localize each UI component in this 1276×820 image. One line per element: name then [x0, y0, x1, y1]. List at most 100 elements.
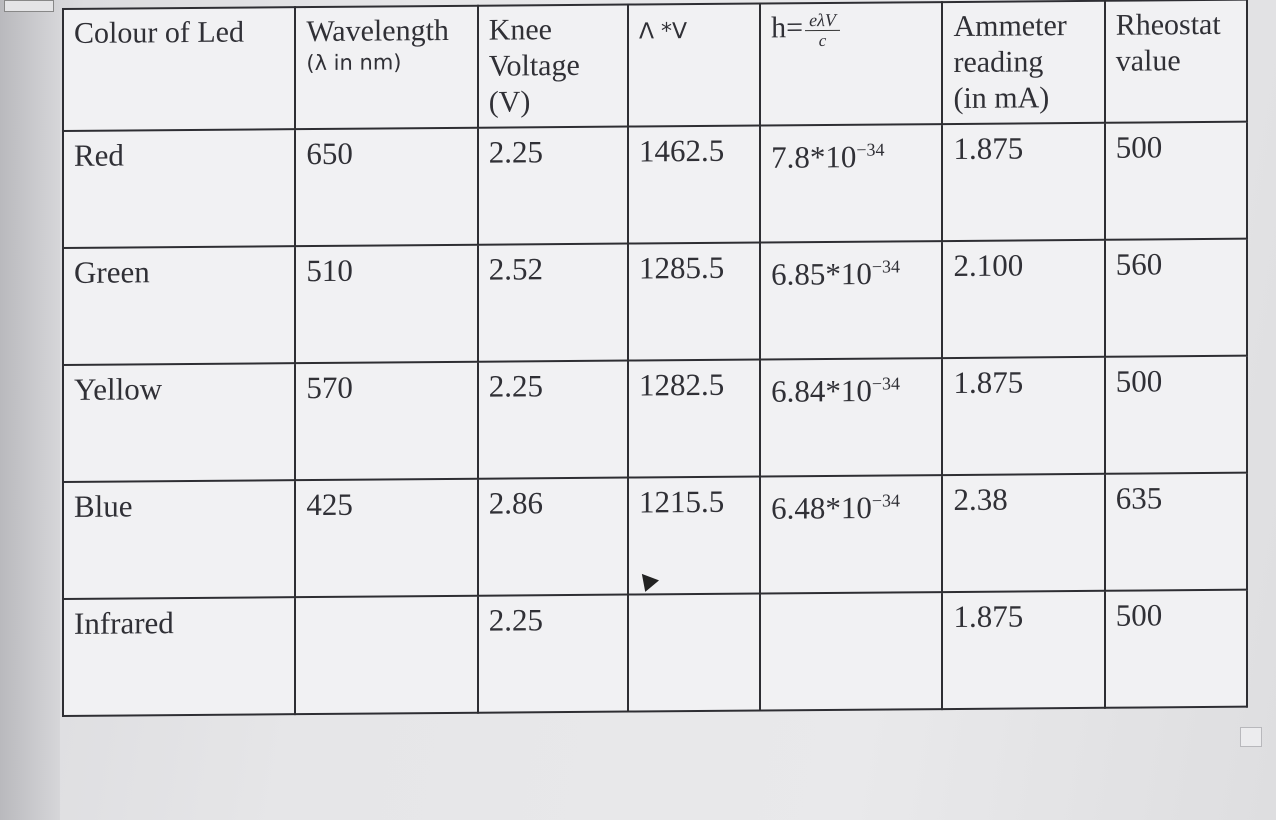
table-container: Colour of Led Wavelength (λ in nm) Knee …: [62, 0, 1248, 717]
header-planck-prefix: h=: [771, 11, 804, 45]
cell-wavelength[interactable]: 425: [295, 478, 478, 598]
cell-ammeter[interactable]: 1.875: [942, 356, 1105, 476]
cell-ammeter[interactable]: 2.100: [942, 239, 1105, 359]
cell-text: 2.100: [953, 247, 1024, 283]
cell-text: 7.8*10: [771, 139, 857, 175]
header-knee-voltage: Knee Voltage (V): [477, 4, 628, 128]
cell-text: 6.85*10: [771, 255, 872, 292]
header-row: Colour of Led Wavelength (λ in nm) Knee …: [63, 0, 1247, 131]
cell-wavelength[interactable]: [295, 595, 478, 715]
cell-colour[interactable]: Green: [63, 246, 296, 365]
cell-text: 2.25: [488, 134, 543, 170]
cell-ammeter[interactable]: 2.38: [942, 473, 1105, 593]
header-wavelength-label: Wavelength: [306, 13, 449, 49]
table-row: Infrared 2.25 1.875 500: [63, 589, 1247, 716]
header-wavelength: Wavelength (λ in nm): [295, 5, 478, 130]
cell-text: 500: [1115, 129, 1163, 165]
cell-text: 650: [306, 135, 353, 172]
cell-wavelength[interactable]: 570: [295, 361, 478, 481]
cell-text: 2.25: [488, 602, 543, 638]
cell-text: 570: [306, 369, 353, 406]
cell-text: 500: [1115, 363, 1163, 399]
cell-exponent: −34: [871, 256, 901, 277]
cell-text: 1285.5: [638, 249, 725, 286]
cell-text: 1215.5: [638, 483, 725, 520]
table-row: Green 510 2.52 1285.5 6.85*10−34 2.100 5…: [63, 238, 1247, 365]
cell-text: 1.875: [953, 130, 1024, 166]
cell-knee[interactable]: 2.52: [477, 243, 628, 362]
header-knee-line1: Knee: [488, 13, 552, 47]
cell-lambda-v[interactable]: 1462.5: [627, 125, 761, 244]
header-wavelength-unit: (λ in nm): [306, 50, 402, 76]
cell-colour[interactable]: Red: [63, 129, 296, 248]
cell-lambda-v[interactable]: 1285.5: [627, 242, 761, 361]
cell-rheostat[interactable]: 500: [1104, 121, 1247, 240]
header-rheostat-line2: value: [1115, 44, 1181, 78]
cell-exponent: −34: [856, 139, 885, 160]
cell-text: 6.48*10: [771, 489, 872, 526]
cell-knee[interactable]: 2.86: [477, 477, 628, 596]
cell-rheostat[interactable]: 635: [1104, 472, 1247, 591]
planck-denominator: c: [818, 30, 827, 51]
planck-numerator: eλV: [805, 9, 840, 32]
cell-text: Green: [74, 254, 150, 290]
header-ammeter: Ammeter reading (in mA): [942, 0, 1105, 125]
header-knee-line3: (V): [488, 85, 531, 119]
cell-colour[interactable]: Infrared: [63, 597, 296, 716]
cell-planck[interactable]: 6.84*10−34: [760, 358, 943, 477]
header-planck: h= eλV c: [760, 2, 943, 126]
cell-text: 6.84*10: [771, 372, 872, 409]
table-resize-handle[interactable]: [1240, 727, 1262, 747]
cell-text: 500: [1115, 597, 1163, 633]
cell-text: 1.875: [953, 598, 1024, 634]
cell-text: 2.38: [953, 481, 1008, 517]
cell-text: Yellow: [74, 371, 163, 407]
cell-lambda-v[interactable]: 1282.5: [627, 359, 761, 478]
table-row: Red 650 2.25 1462.5 7.8*10−34 1.875 500: [63, 121, 1247, 248]
cell-text: 1462.5: [638, 132, 725, 169]
cell-lambda-v[interactable]: [627, 593, 761, 712]
table-move-handle[interactable]: [4, 0, 54, 12]
header-ammeter-line2: reading: [953, 45, 1044, 79]
header-colour: Colour of Led: [63, 7, 296, 131]
cell-planck[interactable]: 6.85*10−34: [760, 241, 943, 360]
cell-colour[interactable]: Blue: [63, 480, 296, 599]
cell-text: 425: [306, 486, 353, 523]
led-data-table: Colour of Led Wavelength (λ in nm) Knee …: [62, 0, 1248, 717]
planck-fraction: eλV c: [805, 9, 840, 51]
cell-knee[interactable]: 2.25: [477, 594, 628, 713]
cell-colour[interactable]: Yellow: [63, 363, 296, 482]
screen-bezel: [0, 0, 60, 820]
cell-text: 2.52: [488, 251, 543, 287]
cell-text: 510: [306, 252, 353, 289]
header-lambda-v: Λ *V: [627, 3, 761, 127]
cell-planck[interactable]: 7.8*10−34: [760, 124, 943, 243]
cell-text: Red: [74, 137, 124, 173]
table-row: Yellow 570 2.25 1282.5 6.84*10−34 1.875 …: [63, 355, 1247, 482]
header-colour-label: Colour of Led: [74, 15, 244, 50]
cell-text: 560: [1115, 246, 1163, 282]
header-knee-line2: Voltage: [488, 48, 580, 83]
cell-rheostat[interactable]: 560: [1104, 238, 1247, 357]
cell-text: 1.875: [953, 364, 1024, 400]
cell-rheostat[interactable]: 500: [1104, 589, 1247, 708]
header-rheostat-line1: Rheostat: [1115, 7, 1221, 42]
header-rheostat: Rheostat value: [1104, 0, 1247, 123]
cell-knee[interactable]: 2.25: [477, 360, 628, 479]
cell-wavelength[interactable]: 650: [295, 127, 478, 247]
cell-exponent: −34: [871, 373, 901, 394]
cell-text: 2.86: [488, 485, 543, 521]
cell-wavelength[interactable]: 510: [295, 244, 478, 364]
cell-text: Blue: [74, 488, 133, 524]
cell-text: Infrared: [74, 605, 174, 641]
header-ammeter-line3: (in mA): [953, 81, 1050, 115]
cell-planck[interactable]: 6.48*10−34: [760, 475, 943, 594]
header-ammeter-line1: Ammeter: [953, 9, 1067, 43]
cell-rheostat[interactable]: 500: [1104, 355, 1247, 474]
cell-text: 1282.5: [638, 366, 725, 403]
cell-knee[interactable]: 2.25: [477, 126, 628, 245]
cell-ammeter[interactable]: 1.875: [942, 590, 1105, 710]
header-lambda-v-label: Λ *V: [638, 19, 688, 45]
cell-planck[interactable]: [760, 592, 943, 711]
cell-ammeter[interactable]: 1.875: [942, 122, 1105, 242]
